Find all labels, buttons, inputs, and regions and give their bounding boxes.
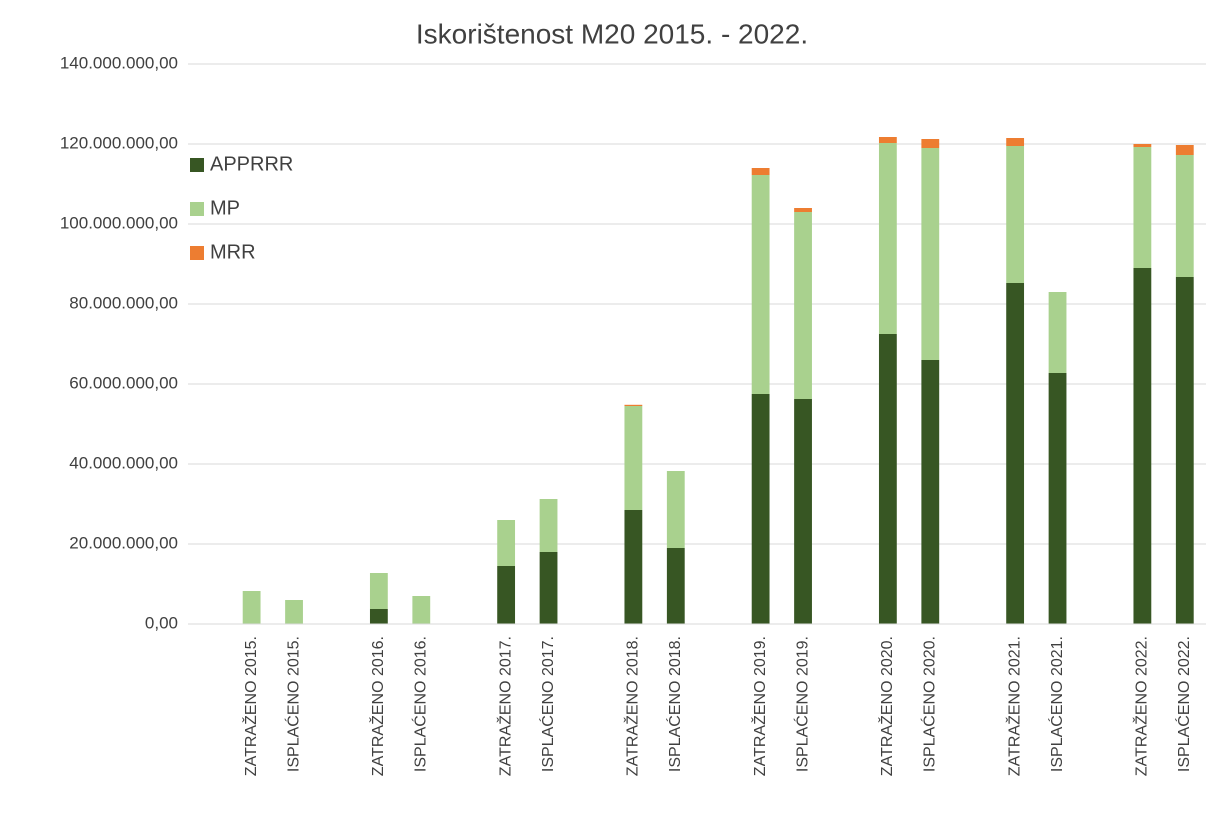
bar-segment [921, 360, 940, 624]
bar-segment [1175, 155, 1194, 277]
x-tick-label: ZATRAŽENO 2016. [368, 636, 387, 776]
y-tick-label: 60.000.000,00 [69, 373, 178, 392]
y-tick-label: 80.000.000,00 [69, 293, 178, 312]
bar-segment [751, 168, 770, 175]
bar-segment [1006, 146, 1025, 283]
bar-segment [624, 406, 643, 510]
legend-label: MP [210, 197, 240, 219]
x-tick-label: ZATRAŽENO 2020. [877, 636, 896, 776]
x-tick-label: ISPLAĆENO 2018. [665, 636, 684, 772]
bar-segment [1048, 292, 1067, 373]
bar-segment [751, 394, 770, 624]
bar-segment [921, 148, 940, 360]
x-tick-label: ISPLAĆENO 2021. [1047, 636, 1066, 772]
x-tick-label: ZATRAŽENO 2019. [750, 636, 769, 776]
y-tick-label: 40.000.000,00 [69, 453, 178, 472]
x-tick-label: ZATRAŽENO 2021. [1004, 636, 1023, 776]
bar-segment [1048, 373, 1067, 624]
legend-label: MRR [210, 241, 256, 263]
x-tick-label: ZATRAŽENO 2018. [623, 636, 642, 776]
bar-segment [624, 404, 643, 406]
bar-segment [1133, 144, 1152, 147]
bar-segment [1175, 277, 1194, 624]
x-tick-label: ISPLAĆENO 2019. [792, 636, 811, 772]
x-tick-label: ISPLAĆENO 2017. [538, 636, 557, 772]
x-tick-label: ISPLAĆENO 2022. [1174, 636, 1193, 772]
legend-label: APPRRR [210, 153, 293, 175]
bar-segment [1133, 147, 1152, 268]
bar-segment [242, 591, 261, 624]
chart-title: Iskorištenost M20 2015. - 2022. [416, 18, 808, 49]
bar-segment [921, 139, 940, 148]
bar-segment [369, 609, 388, 624]
bar-segment [539, 499, 558, 552]
bar-segment [497, 520, 516, 566]
y-tick-label: 140.000.000,00 [60, 53, 178, 72]
x-tick-label: ZATRAŽENO 2015. [241, 636, 260, 776]
y-tick-label: 100.000.000,00 [60, 213, 178, 232]
bar-segment [751, 175, 770, 394]
bar-segment [794, 212, 812, 399]
bar-segment [794, 208, 812, 212]
bar-segment [666, 471, 685, 548]
bar-segment [539, 552, 558, 624]
bar-segment [878, 137, 897, 143]
bar-segment [666, 548, 685, 624]
bar-segment [285, 600, 303, 624]
legend-swatch [190, 158, 204, 172]
x-tick-label: ISPLAĆENO 2020. [920, 636, 939, 772]
bar-segment [1175, 145, 1194, 155]
bar-segment [1006, 138, 1025, 146]
y-tick-label: 120.000.000,00 [60, 133, 178, 152]
bar-segment [794, 399, 812, 624]
y-tick-label: 0,00 [145, 613, 178, 632]
bar-segment [412, 596, 431, 624]
y-tick-label: 20.000.000,00 [69, 533, 178, 552]
x-tick-label: ZATRAŽENO 2022. [1132, 636, 1151, 776]
legend-swatch [190, 246, 204, 260]
legend-swatch [190, 202, 204, 216]
bar-segment [1006, 283, 1025, 624]
bar-segment [1133, 268, 1152, 624]
bar-segment [497, 566, 516, 624]
bar-segment [878, 143, 897, 334]
x-tick-label: ISPLAĆENO 2016. [411, 636, 430, 772]
bar-segment [369, 573, 388, 609]
x-tick-label: ZATRAŽENO 2017. [495, 636, 514, 776]
bar-segment [624, 510, 643, 624]
x-tick-label: ISPLAĆENO 2015. [283, 636, 302, 772]
bar-segment [878, 334, 897, 624]
